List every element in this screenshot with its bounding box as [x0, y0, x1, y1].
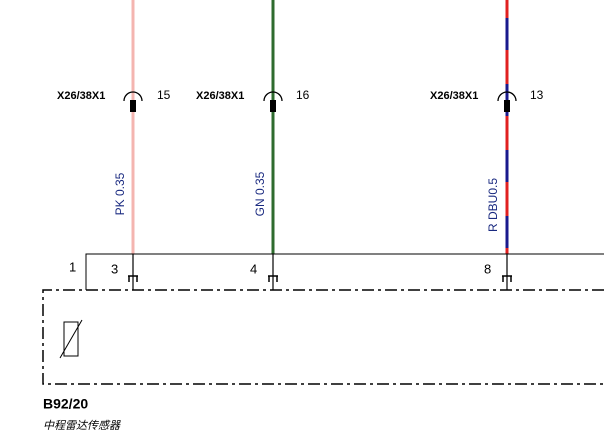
component-pin: 8	[484, 261, 491, 276]
component-pin: 3	[111, 261, 118, 276]
connector-pin: 15	[157, 88, 171, 102]
wire-label: PK 0.35	[113, 172, 127, 215]
component-outline	[42, 253, 604, 385]
pin-leads	[132, 254, 508, 290]
component-id: B92/20	[43, 396, 88, 412]
connector-id: X26/38X1	[57, 90, 105, 102]
pin-terminals	[128, 275, 512, 282]
connector-pin: 16	[296, 88, 310, 102]
component-pin: 4	[250, 261, 257, 276]
connector-pins	[130, 100, 510, 112]
connector-id: X26/38X1	[196, 90, 244, 102]
wire-label: GN 0.35	[253, 171, 267, 216]
connector-symbols	[123, 91, 517, 102]
wire-label: R DBU0.5	[486, 178, 500, 232]
component-name: 中程雷达传感器	[43, 419, 121, 432]
component-pin-label: 1	[69, 259, 76, 274]
sensor-symbol	[59, 319, 83, 359]
connector-id: X26/38X1	[430, 90, 478, 102]
connector-pin: 13	[530, 88, 544, 102]
